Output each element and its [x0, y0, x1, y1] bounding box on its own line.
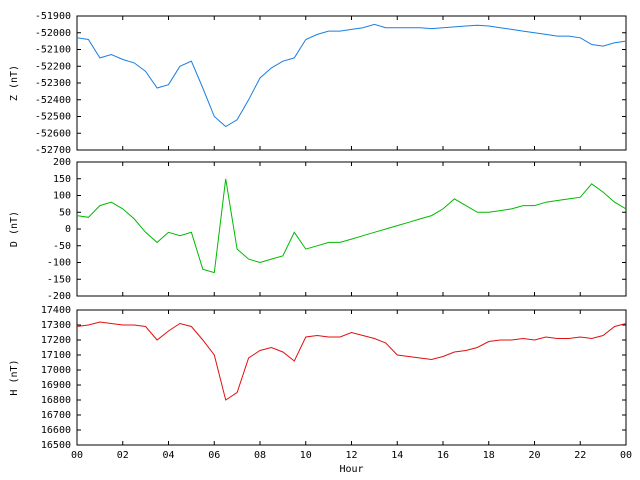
y-tick-label: 17400: [41, 305, 71, 316]
y-tick-label: 16800: [41, 395, 71, 406]
x-tick-label: 14: [391, 450, 403, 461]
y-tick-label: -200: [47, 291, 71, 302]
plot-frame: [76, 309, 627, 446]
x-tick-label: 22: [574, 450, 586, 461]
y-axis-label: Z (nT): [9, 65, 20, 101]
y-tick-label: -52100: [35, 45, 71, 56]
x-axis-label: Hour: [339, 464, 363, 475]
y-tick-label: 17300: [41, 320, 71, 331]
data-line: [76, 23, 627, 128]
y-tick-label: 0: [65, 224, 71, 235]
x-tick-label: 00: [71, 450, 83, 461]
y-tick-label: 16700: [41, 410, 71, 421]
y-tick-label: 16500: [41, 440, 71, 451]
y-tick-label: 16600: [41, 425, 71, 436]
plot-frame: [76, 15, 627, 151]
y-tick-label: 16900: [41, 380, 71, 391]
y-tick-label: -52300: [35, 78, 71, 89]
x-tick-label: 10: [300, 450, 312, 461]
y-tick-label: 17200: [41, 335, 71, 346]
y-tick-label: -50: [53, 241, 71, 252]
plot-frame: [76, 161, 627, 297]
y-tick-label: 100: [53, 191, 71, 202]
y-axis-label: H (nT): [9, 359, 20, 395]
x-tick-label: 02: [117, 450, 129, 461]
y-tick-label: -51900: [35, 11, 71, 22]
data-line: [76, 178, 627, 274]
x-tick-label: 04: [162, 450, 174, 461]
x-tick-label: 08: [254, 450, 266, 461]
x-tick-label: 20: [528, 450, 540, 461]
y-tick-label: -100: [47, 258, 71, 269]
y-tick-label: 200: [53, 157, 71, 168]
y-tick-label: -52500: [35, 112, 71, 123]
y-tick-label: 150: [53, 174, 71, 185]
x-tick-label: 18: [483, 450, 495, 461]
y-tick-label: -150: [47, 274, 71, 285]
y-tick-label: 17100: [41, 350, 71, 361]
x-tick-label: 00: [620, 450, 632, 461]
y-tick-label: -52000: [35, 28, 71, 39]
x-tick-label: 16: [437, 450, 449, 461]
y-axis-label: D (nT): [9, 211, 20, 247]
data-line: [76, 321, 627, 401]
x-tick-label: 06: [208, 450, 220, 461]
y-tick-label: -52700: [35, 145, 71, 156]
y-tick-label: 50: [59, 207, 71, 218]
x-tick-label: 12: [345, 450, 357, 461]
y-tick-label: 17000: [41, 365, 71, 376]
y-tick-label: -52600: [35, 128, 71, 139]
y-tick-label: -52200: [35, 61, 71, 72]
y-tick-label: -52400: [35, 95, 71, 106]
